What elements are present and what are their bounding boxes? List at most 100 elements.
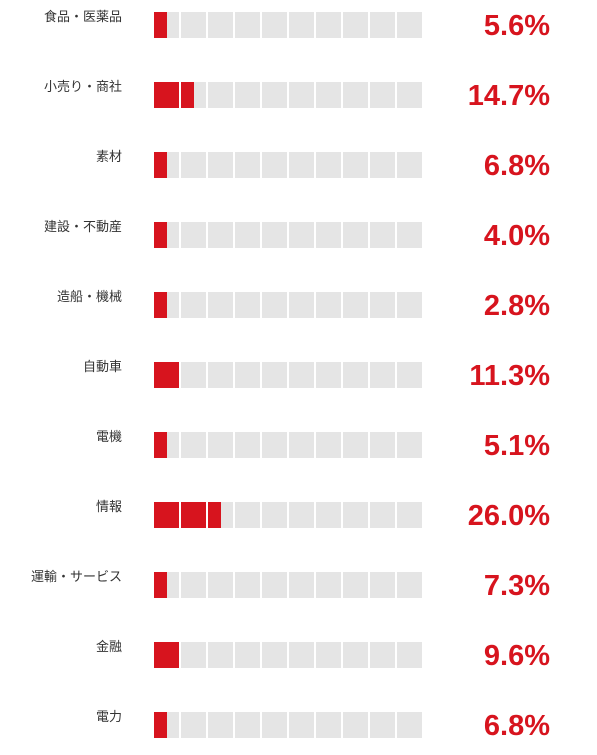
bar-cell-empty (370, 712, 395, 738)
bar-cell-empty (181, 362, 206, 388)
bar-cell-empty (343, 572, 368, 598)
bar-cell-empty (208, 712, 233, 738)
bar-cell-empty (343, 712, 368, 738)
bar-cell-empty (289, 362, 314, 388)
bar-cell-empty (235, 642, 260, 668)
bar-cell-empty (370, 572, 395, 598)
value-label: 7.3% (483, 570, 550, 602)
bar-cell-empty (370, 362, 395, 388)
bar-cell-empty (181, 712, 206, 738)
bar-track (154, 222, 422, 248)
bar-cell-empty (289, 572, 314, 598)
bar-cell-filled (154, 82, 179, 108)
bar-track (154, 292, 422, 318)
bar-cell-empty (262, 432, 287, 458)
bar-cell-empty (289, 292, 314, 318)
bar-cell-empty (397, 82, 422, 108)
bar-cell-empty (316, 502, 341, 528)
bar-cell-empty (181, 222, 206, 248)
bar-cell-empty (316, 152, 341, 178)
chart-row: 電力 6.8% (0, 710, 597, 752)
bar-cell-filled (181, 82, 194, 108)
bar-cell-empty (397, 502, 422, 528)
bar-cell-empty (370, 432, 395, 458)
bar-cell-empty (181, 642, 206, 668)
category-label: 金融 (95, 640, 122, 655)
bar-cell-filled (154, 712, 167, 738)
bar-cell-empty (289, 432, 314, 458)
bar-cell-empty (343, 222, 368, 248)
bar-cell-filled (154, 572, 167, 598)
bar-cell-empty (289, 152, 314, 178)
bar-cell-empty (289, 222, 314, 248)
category-label: 食品・医薬品 (43, 10, 122, 25)
bar-cell-empty (370, 152, 395, 178)
bar-cell-empty (316, 642, 341, 668)
bar-cell-empty (316, 12, 341, 38)
category-label: 情報 (95, 500, 122, 515)
value-label: 26.0% (467, 500, 550, 532)
category-label: 小売り・商社 (43, 80, 122, 95)
bar-cell-filled (154, 292, 167, 318)
bar-track (154, 82, 422, 108)
bar-cell-empty (397, 152, 422, 178)
bar-cell-empty (235, 712, 260, 738)
category-label: 電力 (95, 710, 122, 725)
bar-cell-empty (397, 12, 422, 38)
bar-cell-empty (370, 222, 395, 248)
category-label: 建設・不動産 (43, 220, 122, 235)
bar-cell-empty (208, 642, 233, 668)
bar-cell-empty (316, 572, 341, 598)
bar-cell-empty (289, 12, 314, 38)
bar-cell-empty (343, 82, 368, 108)
bar-cell-empty (370, 292, 395, 318)
bar-cell-empty (343, 152, 368, 178)
bar-cell-empty (262, 82, 287, 108)
value-label: 11.3% (469, 360, 550, 392)
value-label: 5.1% (483, 430, 550, 462)
bar-cell-empty (397, 292, 422, 318)
chart-row: 食品・医薬品 5.6% (0, 10, 597, 52)
bar-cell-empty (235, 82, 260, 108)
bar-cell-empty (235, 222, 260, 248)
bar-cell-empty (235, 362, 260, 388)
bar-cell-empty (262, 152, 287, 178)
value-label: 9.6% (483, 640, 550, 672)
bar-cell-filled (154, 502, 179, 528)
chart-row: 小売り・商社 14.7% (0, 80, 597, 122)
bar-cell-empty (208, 572, 233, 598)
bar-cell-empty (397, 222, 422, 248)
bar-cell-empty (208, 152, 233, 178)
bar-cell-empty (181, 292, 206, 318)
bar-cell-empty (289, 642, 314, 668)
bar-track (154, 572, 422, 598)
bar-cell-empty (316, 432, 341, 458)
chart-row: 情報 26.0% (0, 500, 597, 542)
bar-cell-empty (397, 572, 422, 598)
chart-row: 自動車 11.3% (0, 360, 597, 402)
bar-cell-empty (262, 222, 287, 248)
bar-cell-empty (262, 502, 287, 528)
bar-cell-filled (154, 642, 179, 668)
bar-cell-empty (208, 432, 233, 458)
bar-cell-empty (181, 152, 206, 178)
value-label: 6.8% (483, 710, 550, 742)
bar-cell-empty (235, 152, 260, 178)
bar-cell-empty (316, 712, 341, 738)
value-label: 14.7% (467, 80, 550, 112)
bar-cell-empty (289, 712, 314, 738)
chart-row: 電機 5.1% (0, 430, 597, 472)
bar-cell-empty (316, 292, 341, 318)
category-label: 素材 (95, 150, 122, 165)
bar-cell-empty (181, 12, 206, 38)
bar-cell-empty (235, 572, 260, 598)
bar-cell-empty (397, 642, 422, 668)
bar-cell-empty (397, 712, 422, 738)
bar-cell-filled (154, 152, 167, 178)
bar-cell-empty (370, 12, 395, 38)
value-label: 4.0% (483, 220, 550, 252)
bar-cell-empty (370, 82, 395, 108)
chart-row: 建設・不動産 4.0% (0, 220, 597, 262)
bar-cell-filled (154, 362, 179, 388)
